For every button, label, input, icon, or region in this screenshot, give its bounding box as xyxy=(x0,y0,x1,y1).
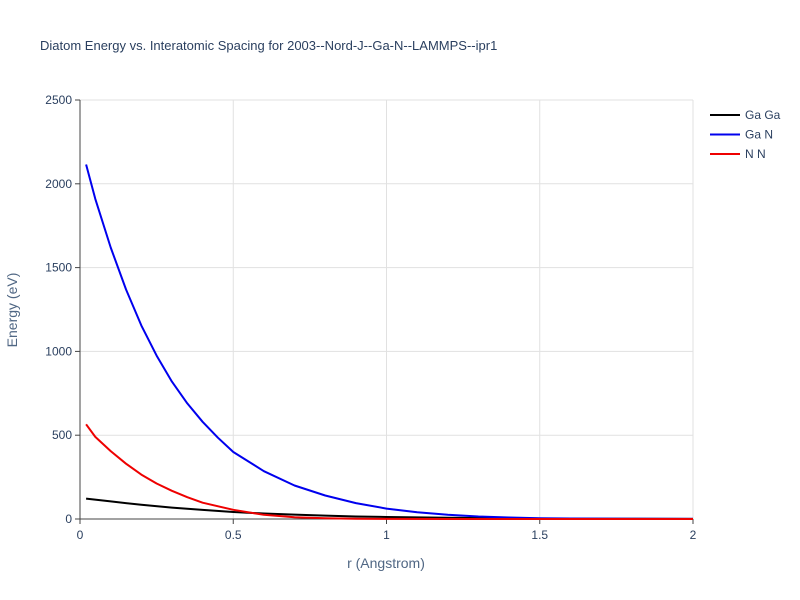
y-tick-label: 1500 xyxy=(45,261,72,275)
legend-item-ga-n[interactable]: Ga N xyxy=(710,128,773,142)
y-tick-label: 2500 xyxy=(45,93,72,107)
x-tick-label: 0.5 xyxy=(225,528,242,542)
chart-title: Diatom Energy vs. Interatomic Spacing fo… xyxy=(40,38,497,53)
legend-item-ga-ga[interactable]: Ga Ga xyxy=(710,108,781,122)
x-tick-label: 0 xyxy=(77,528,84,542)
series-line-n-n xyxy=(85,423,693,520)
x-tick-label: 1 xyxy=(383,528,390,542)
axes: 0 0.5 1 1.5 2 0 500 1000 1500 2000 2500 xyxy=(45,93,696,542)
legend-label: N N xyxy=(745,147,766,161)
x-tick-label: 1.5 xyxy=(531,528,548,542)
legend-item-n-n[interactable]: N N xyxy=(710,147,766,161)
y-axis-title: Energy (eV) xyxy=(4,273,20,348)
x-axis-title: r (Angstrom) xyxy=(347,555,425,571)
legend[interactable]: Ga Ga Ga N N N xyxy=(710,108,781,161)
x-tick-label: 2 xyxy=(690,528,697,542)
series-line-ga-n xyxy=(85,164,694,520)
legend-label: Ga Ga xyxy=(745,108,781,122)
series-group xyxy=(85,164,694,520)
legend-label: Ga N xyxy=(745,128,773,142)
grid xyxy=(80,99,694,519)
y-tick-label: 1000 xyxy=(45,344,72,358)
y-tick-label: 2000 xyxy=(45,177,72,191)
y-tick-label: 0 xyxy=(65,512,72,526)
y-tick-label: 500 xyxy=(52,428,72,442)
